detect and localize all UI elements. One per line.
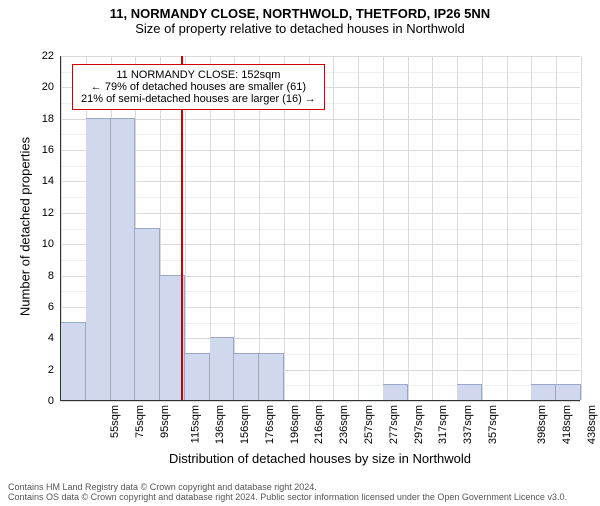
histogram-bar — [556, 384, 581, 400]
y-tick: 8 — [0, 270, 54, 282]
histogram-bar — [135, 228, 160, 401]
x-tick: 196sqm — [289, 405, 301, 444]
grid-line-h-minor — [61, 134, 580, 135]
x-tick: 438sqm — [586, 405, 598, 444]
grid-line-v — [531, 56, 532, 400]
grid-line-h — [61, 401, 580, 402]
grid-line-h — [61, 150, 580, 151]
histogram-bar — [111, 118, 136, 400]
grid-line-v — [507, 56, 508, 400]
y-tick: 0 — [0, 395, 54, 407]
x-tick: 136sqm — [215, 405, 227, 444]
footer-line2: Contains OS data © Crown copyright and d… — [8, 492, 567, 502]
grid-line-h — [61, 56, 580, 57]
x-tick: 216sqm — [314, 405, 326, 444]
x-tick: 75sqm — [134, 405, 146, 438]
histogram-bar — [383, 384, 408, 400]
grid-line-v — [457, 56, 458, 400]
grid-line-v — [432, 56, 433, 400]
grid-line-v — [358, 56, 359, 400]
histogram-bar — [185, 353, 210, 400]
grid-line-v — [482, 56, 483, 400]
y-tick: 2 — [0, 364, 54, 376]
histogram-bar — [210, 337, 235, 400]
grid-line-v — [333, 56, 334, 400]
y-tick: 18 — [0, 113, 54, 125]
grid-line-h-minor — [61, 197, 580, 198]
y-tick: 4 — [0, 332, 54, 344]
histogram-bar — [457, 384, 482, 400]
histogram-bar — [86, 118, 111, 400]
x-axis-label: Distribution of detached houses by size … — [60, 451, 580, 466]
histogram-bar — [531, 384, 556, 400]
reference-annotation: 11 NORMANDY CLOSE: 152sqm ← 79% of detac… — [72, 64, 325, 110]
grid-line-h — [61, 213, 580, 214]
grid-line-h-minor — [61, 166, 580, 167]
x-tick: 95sqm — [159, 405, 171, 438]
annotation-line3: 21% of semi-detached houses are larger (… — [81, 93, 316, 105]
x-tick: 317sqm — [437, 405, 449, 444]
y-tick: 22 — [0, 50, 54, 62]
x-tick: 418sqm — [561, 405, 573, 444]
x-tick: 337sqm — [462, 405, 474, 444]
y-tick: 14 — [0, 175, 54, 187]
x-tick: 236sqm — [338, 405, 350, 444]
x-tick: 277sqm — [388, 405, 400, 444]
x-tick: 55sqm — [109, 405, 121, 438]
grid-line-v — [581, 56, 582, 400]
x-tick: 297sqm — [413, 405, 425, 444]
annotation-line1: 11 NORMANDY CLOSE: 152sqm — [81, 69, 316, 81]
histogram-bar — [61, 322, 86, 400]
grid-line-v — [556, 56, 557, 400]
grid-line-v — [383, 56, 384, 400]
grid-line-h — [61, 119, 580, 120]
x-tick: 115sqm — [189, 405, 201, 443]
footer-text: Contains HM Land Registry data © Crown c… — [8, 482, 567, 502]
y-tick: 16 — [0, 144, 54, 156]
chart-title: 11, NORMANDY CLOSE, NORTHWOLD, THETFORD,… — [0, 6, 600, 21]
y-tick: 6 — [0, 301, 54, 313]
annotation-line2: ← 79% of detached houses are smaller (61… — [81, 81, 316, 93]
grid-line-h — [61, 181, 580, 182]
chart-subtitle: Size of property relative to detached ho… — [0, 21, 600, 36]
x-tick: 357sqm — [487, 405, 499, 444]
y-tick: 10 — [0, 238, 54, 250]
histogram-bar — [234, 353, 259, 400]
x-tick: 257sqm — [363, 405, 375, 444]
footer-line1: Contains HM Land Registry data © Crown c… — [8, 482, 567, 492]
x-tick: 156sqm — [239, 405, 251, 444]
x-tick: 176sqm — [264, 405, 276, 444]
histogram-bar — [259, 353, 284, 400]
grid-line-v — [408, 56, 409, 400]
x-tick: 398sqm — [536, 405, 548, 444]
y-tick: 20 — [0, 81, 54, 93]
y-tick: 12 — [0, 207, 54, 219]
